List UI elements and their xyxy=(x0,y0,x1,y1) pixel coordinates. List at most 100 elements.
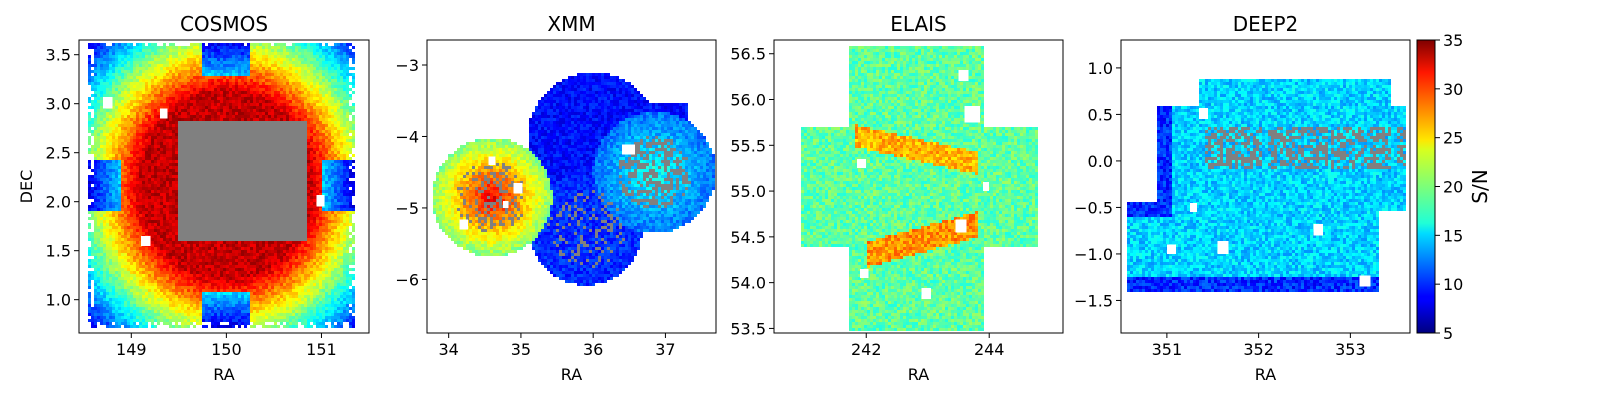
heatmap-cell xyxy=(325,169,328,172)
heatmap-cell xyxy=(295,61,298,64)
heatmap-cell xyxy=(208,142,211,145)
heatmap-cell xyxy=(190,157,193,160)
heatmap-cell xyxy=(115,145,118,148)
heatmap-cell xyxy=(340,202,343,205)
heatmap-cell xyxy=(94,88,97,91)
heatmap-cell xyxy=(268,205,271,208)
heatmap-cell xyxy=(316,124,319,127)
heatmap-cell xyxy=(178,124,181,127)
heatmap-cell xyxy=(277,103,280,106)
heatmap-cell xyxy=(166,148,169,151)
heatmap-cell xyxy=(292,169,295,172)
heatmap-cell xyxy=(103,115,106,118)
heatmap-cell xyxy=(346,172,349,175)
heatmap-cell xyxy=(193,52,196,55)
heatmap-cell xyxy=(202,121,205,124)
heatmap-cell xyxy=(322,166,325,169)
heatmap-cell xyxy=(208,127,211,130)
heatmap-cell xyxy=(103,142,106,145)
heatmap-cell xyxy=(187,64,190,67)
heatmap-cell xyxy=(238,115,241,118)
heatmap-cell xyxy=(205,205,208,208)
heatmap-cell xyxy=(163,85,166,88)
heatmap-cell xyxy=(115,166,118,169)
heatmap-cell xyxy=(154,76,157,79)
heatmap-cell xyxy=(241,46,244,49)
heatmap-cell xyxy=(127,55,130,58)
heatmap-cell xyxy=(124,130,127,133)
heatmap-cell xyxy=(343,79,346,82)
heatmap-cell xyxy=(331,145,334,148)
heatmap-cell xyxy=(346,115,349,118)
heatmap-cell xyxy=(145,64,148,67)
heatmap-cell xyxy=(217,70,220,73)
heatmap-cell xyxy=(130,139,133,142)
heatmap-cell xyxy=(94,106,97,109)
heatmap-cell xyxy=(319,190,322,193)
heatmap-cell xyxy=(337,94,340,97)
heatmap-cell xyxy=(118,97,121,100)
heatmap-cell xyxy=(220,106,223,109)
heatmap-cell xyxy=(322,112,325,115)
heatmap-cell xyxy=(214,178,217,181)
heatmap-cell xyxy=(226,112,229,115)
heatmap-cell xyxy=(109,76,112,79)
heatmap-cell xyxy=(316,187,319,190)
heatmap-cell xyxy=(331,136,334,139)
heatmap-cell xyxy=(277,199,280,202)
heatmap-cell xyxy=(199,109,202,112)
heatmap-cell xyxy=(319,118,322,121)
heatmap-cell xyxy=(142,70,145,73)
heatmap-cell xyxy=(247,205,250,208)
heatmap-cell xyxy=(274,118,277,121)
heatmap-cell xyxy=(112,109,115,112)
heatmap-cell xyxy=(151,130,154,133)
heatmap-cell xyxy=(295,184,298,187)
heatmap-cell xyxy=(109,58,112,61)
heatmap-cell xyxy=(349,43,352,46)
heatmap-cell xyxy=(253,94,256,97)
heatmap-cell xyxy=(199,175,202,178)
heatmap-cell xyxy=(325,88,328,91)
heatmap-cell xyxy=(127,112,130,115)
heatmap-cell xyxy=(193,157,196,160)
heatmap-cell xyxy=(331,190,334,193)
heatmap-cell xyxy=(103,109,106,112)
heatmap-cell xyxy=(340,55,343,58)
heatmap-cell xyxy=(121,73,124,76)
heatmap-cell xyxy=(91,193,94,196)
heatmap-cell xyxy=(265,82,268,85)
heatmap-cell xyxy=(331,64,334,67)
heatmap-cell xyxy=(202,205,205,208)
heatmap-cell xyxy=(142,208,145,211)
heatmap-cell xyxy=(193,100,196,103)
heatmap-cell xyxy=(103,79,106,82)
heatmap-cell xyxy=(286,94,289,97)
heatmap-cell xyxy=(154,169,157,172)
heatmap-cell xyxy=(121,103,124,106)
heatmap-cell xyxy=(91,64,94,67)
heatmap-cell xyxy=(244,196,247,199)
heatmap-cell xyxy=(190,202,193,205)
heatmap-cell xyxy=(103,43,106,46)
heatmap-cell xyxy=(304,187,307,190)
heatmap-cell xyxy=(268,46,271,49)
heatmap-cell xyxy=(247,211,250,214)
heatmap-cell xyxy=(145,118,148,121)
heatmap-cell xyxy=(124,97,127,100)
heatmap-cell xyxy=(106,148,109,151)
heatmap-cell xyxy=(301,133,304,136)
heatmap-cell xyxy=(280,97,283,100)
heatmap-cell xyxy=(130,184,133,187)
heatmap-cell xyxy=(346,85,349,88)
heatmap-cell xyxy=(220,103,223,106)
heatmap-cell xyxy=(295,127,298,130)
heatmap-cell xyxy=(142,169,145,172)
heatmap-cell xyxy=(250,115,253,118)
heatmap-cell xyxy=(286,199,289,202)
heatmap-cell xyxy=(184,127,187,130)
heatmap-cell xyxy=(322,109,325,112)
heatmap-cell xyxy=(316,118,319,121)
heatmap-cell xyxy=(163,145,166,148)
heatmap-cell xyxy=(190,61,193,64)
